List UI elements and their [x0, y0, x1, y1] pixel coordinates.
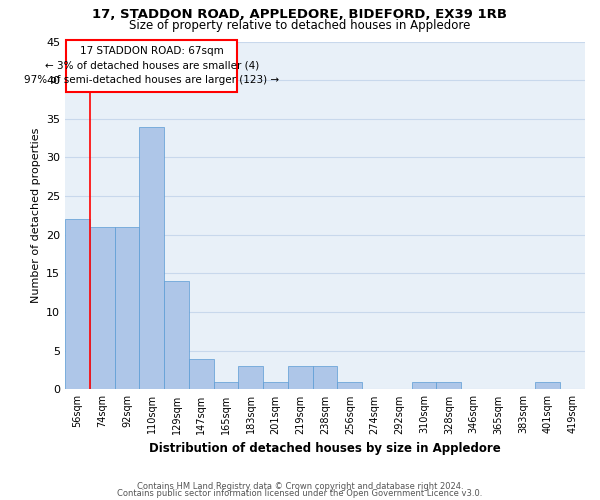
X-axis label: Distribution of detached houses by size in Appledore: Distribution of detached houses by size … [149, 442, 501, 455]
Bar [238, 366, 263, 390]
Text: Contains HM Land Registry data © Crown copyright and database right 2024.: Contains HM Land Registry data © Crown c… [137, 482, 463, 491]
Bar [164, 281, 189, 390]
Text: 97% of semi-detached houses are larger (123) →: 97% of semi-detached houses are larger (… [24, 76, 279, 86]
Bar [337, 382, 362, 390]
Bar [189, 358, 214, 390]
Y-axis label: Number of detached properties: Number of detached properties [31, 128, 41, 303]
Bar [90, 227, 115, 390]
Bar [65, 220, 90, 390]
Text: 17, STADDON ROAD, APPLEDORE, BIDEFORD, EX39 1RB: 17, STADDON ROAD, APPLEDORE, BIDEFORD, E… [92, 8, 508, 20]
Text: Contains public sector information licensed under the Open Government Licence v3: Contains public sector information licen… [118, 490, 482, 498]
Text: Size of property relative to detached houses in Appledore: Size of property relative to detached ho… [130, 18, 470, 32]
Bar [535, 382, 560, 390]
Text: 17 STADDON ROAD: 67sqm: 17 STADDON ROAD: 67sqm [80, 46, 224, 56]
Bar [288, 366, 313, 390]
Bar [214, 382, 238, 390]
Bar [436, 382, 461, 390]
Bar [115, 227, 139, 390]
Bar [412, 382, 436, 390]
Text: ← 3% of detached houses are smaller (4): ← 3% of detached houses are smaller (4) [44, 61, 259, 71]
FancyBboxPatch shape [67, 40, 237, 92]
Bar [263, 382, 288, 390]
Bar [139, 126, 164, 390]
Bar [313, 366, 337, 390]
